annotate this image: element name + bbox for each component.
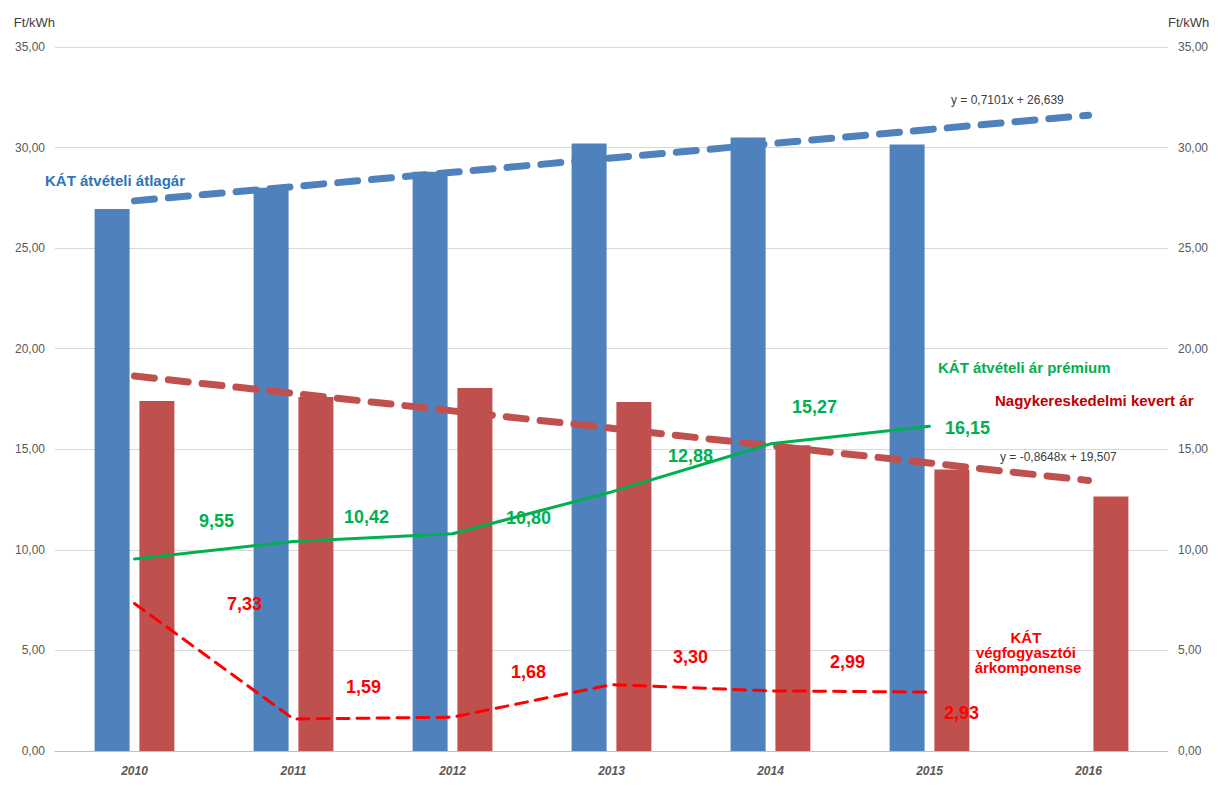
svg-text:5,00: 5,00 (1178, 643, 1202, 657)
svg-text:KÁT: KÁT (1010, 628, 1046, 646)
svg-text:16,15: 16,15 (945, 418, 990, 438)
svg-text:10,42: 10,42 (344, 507, 389, 527)
svg-text:2010: 2010 (120, 764, 148, 778)
svg-text:5,00: 5,00 (22, 643, 46, 657)
svg-text:7,33: 7,33 (227, 594, 262, 614)
svg-text:2014: 2014 (756, 764, 784, 778)
svg-text:2013: 2013 (597, 764, 625, 778)
svg-text:Nagykereskedelmi kevert ár: Nagykereskedelmi kevert ár (995, 392, 1194, 409)
svg-text:15,00: 15,00 (1178, 442, 1208, 456)
svg-text:Ft/kWh: Ft/kWh (1168, 15, 1209, 30)
svg-text:9,55: 9,55 (199, 511, 234, 531)
svg-text:2015: 2015 (915, 764, 943, 778)
svg-text:30,00: 30,00 (15, 141, 45, 155)
svg-text:25,00: 25,00 (15, 241, 45, 255)
svg-text:KÁT átvételi átlagár: KÁT átvételi átlagár (45, 172, 185, 189)
svg-text:2,99: 2,99 (830, 652, 865, 672)
svg-text:10,00: 10,00 (1178, 543, 1208, 557)
svg-text:1,59: 1,59 (346, 677, 381, 697)
svg-text:25,00: 25,00 (1178, 241, 1208, 255)
svg-text:35,00: 35,00 (1178, 40, 1208, 54)
svg-text:0,00: 0,00 (22, 744, 46, 758)
svg-text:KÁT átvételi ár prémium: KÁT átvételi ár prémium (938, 359, 1111, 376)
svg-text:végfogyasztói: végfogyasztói (975, 643, 1081, 661)
svg-text:2,93: 2,93 (944, 703, 979, 723)
svg-text:10,80: 10,80 (506, 508, 551, 528)
svg-text:15,00: 15,00 (15, 442, 45, 456)
svg-text:35,00: 35,00 (15, 40, 45, 54)
svg-text:2012: 2012 (438, 764, 466, 778)
svg-text:2011: 2011 (280, 764, 307, 778)
svg-text:1,68: 1,68 (511, 662, 546, 682)
svg-text:15,27: 15,27 (792, 397, 837, 417)
svg-text:10,00: 10,00 (15, 543, 45, 557)
svg-text:3,30: 3,30 (673, 647, 708, 667)
svg-text:12,88: 12,88 (668, 446, 713, 466)
svg-text:y = 0,7101x + 26,639: y = 0,7101x + 26,639 (951, 93, 1064, 107)
svg-text:árkomponense: árkomponense (975, 659, 1082, 676)
svg-text:30,00: 30,00 (1178, 141, 1208, 155)
svg-text:2016: 2016 (1074, 764, 1102, 778)
svg-text:20,00: 20,00 (1178, 342, 1208, 356)
svg-text:0,00: 0,00 (1178, 744, 1202, 758)
svg-text:y = -0,8648x + 19,507: y = -0,8648x + 19,507 (1000, 450, 1117, 464)
svg-text:Ft/kWh: Ft/kWh (14, 15, 55, 30)
svg-text:20,00: 20,00 (15, 342, 45, 356)
